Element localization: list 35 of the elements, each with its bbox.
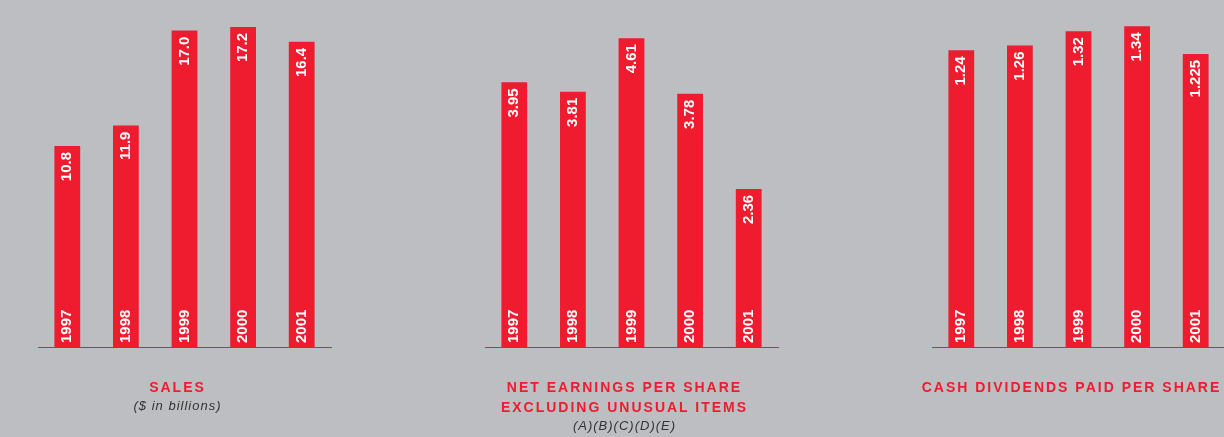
text: (A)(B)(C)(D)(E) <box>571 417 678 435</box>
text: CASH DIVIDENDS PAID PER SHARE <box>921 378 1222 397</box>
data-label: 11.9 <box>116 131 134 160</box>
x-tick-label: 1997 <box>951 309 969 343</box>
x-tick-label: 1999 <box>174 309 192 343</box>
data-label: 10.8 <box>57 152 75 182</box>
text: SALES <box>148 378 207 397</box>
data-label: 1.24 <box>951 55 969 86</box>
data-label: 2.36 <box>738 194 756 225</box>
x-tick-label: 2001 <box>291 309 309 343</box>
data-label: 1.34 <box>1127 31 1145 62</box>
data-label: 1.225 <box>1185 59 1203 98</box>
text: NET EARNINGS PER SHARE EXCLUDING UNUSUAL ITEMS <box>499 378 750 417</box>
data-label: 3.81 <box>563 97 581 127</box>
text: ($ in billions) <box>132 397 223 415</box>
data-label: 4.61 <box>621 44 639 74</box>
data-label: 17.0 <box>174 36 192 66</box>
x-tick-label: 1998 <box>116 309 134 343</box>
data-label: 17.2 <box>233 32 251 63</box>
x-tick-label: 1999 <box>1068 309 1086 343</box>
x-tick-label: 2001 <box>1185 309 1203 343</box>
data-label: 3.78 <box>680 99 698 129</box>
x-tick-label: 2001 <box>738 309 756 343</box>
x-tick-label: 1998 <box>1010 309 1028 343</box>
x-tick-label: 2000 <box>680 309 698 343</box>
data-label: 1.26 <box>1010 51 1028 81</box>
x-tick-label: 1997 <box>57 309 75 343</box>
data-label: 3.95 <box>504 88 522 118</box>
x-tick-label: 1998 <box>563 309 581 343</box>
x-tick-label: 1997 <box>504 309 522 343</box>
x-tick-label: 1999 <box>621 309 639 343</box>
x-tick-label: 2000 <box>1127 309 1145 343</box>
x-tick-label: 2000 <box>233 309 251 343</box>
data-label: 1.32 <box>1068 37 1086 67</box>
data-label: 16.4 <box>291 47 309 77</box>
